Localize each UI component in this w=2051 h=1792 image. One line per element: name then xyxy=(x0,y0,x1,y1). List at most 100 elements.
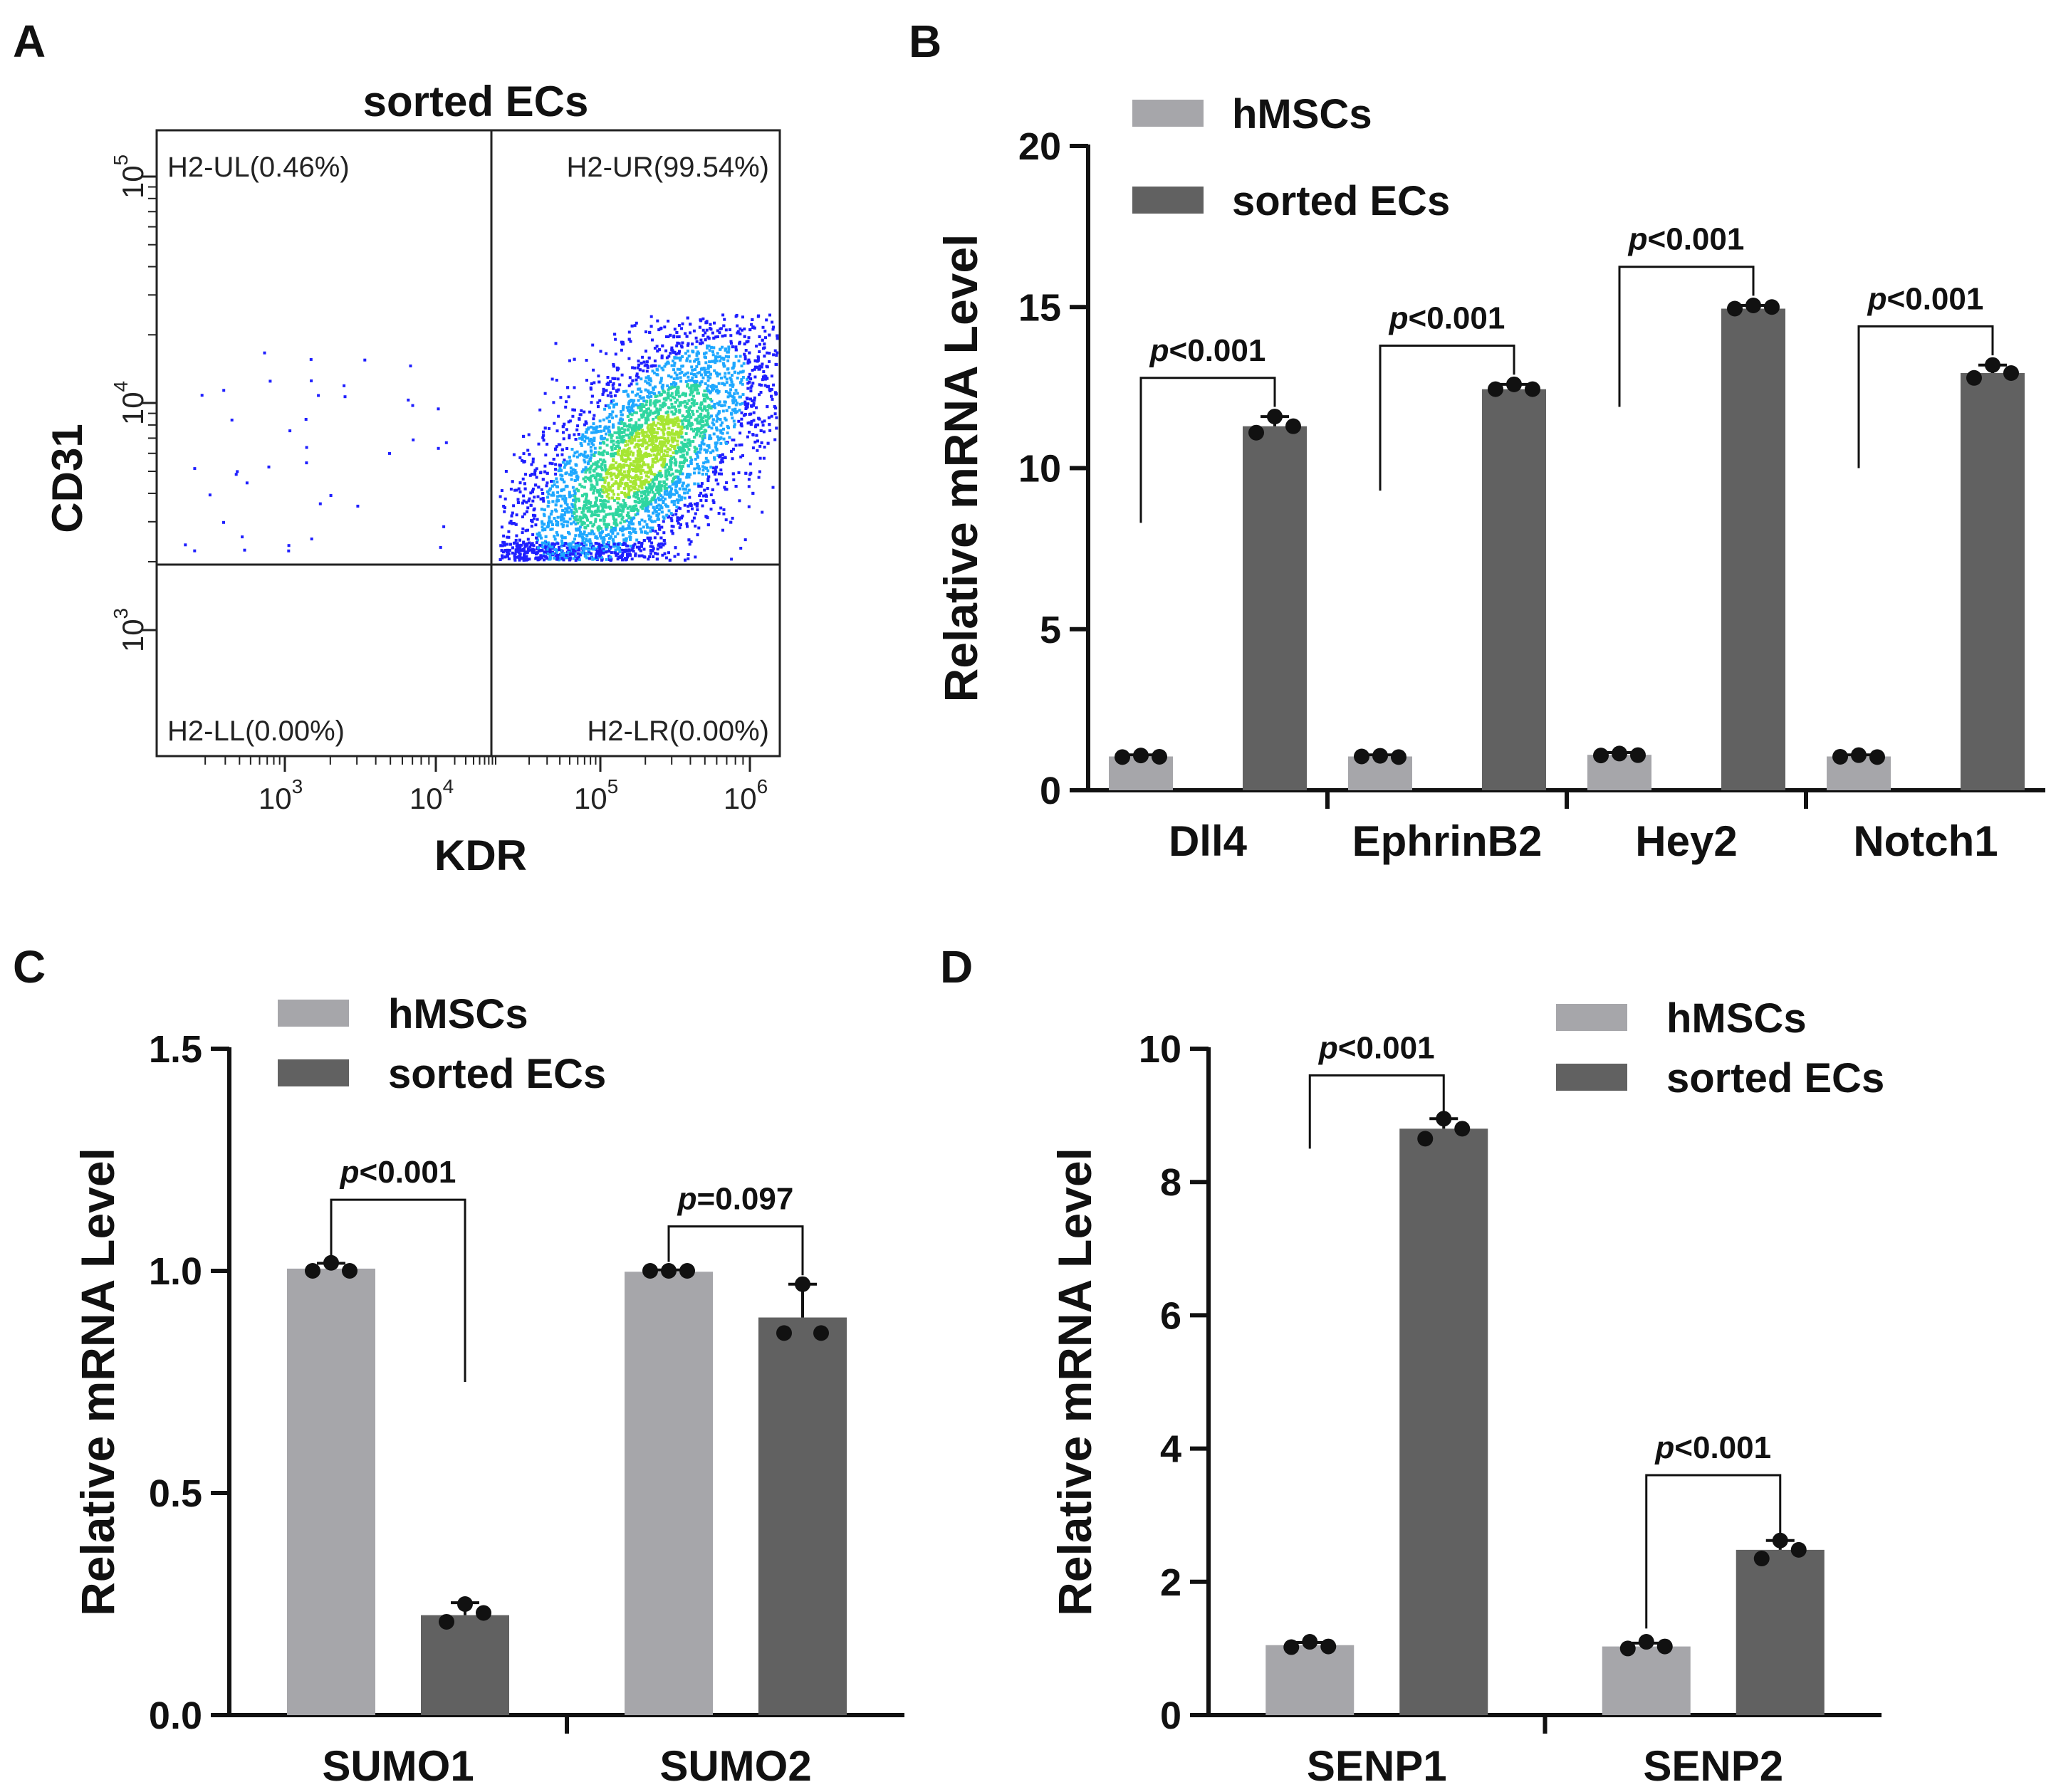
event-dot xyxy=(670,382,673,386)
event-dot xyxy=(582,510,585,513)
event-dot xyxy=(738,409,741,412)
event-dot xyxy=(672,456,676,459)
event-dot xyxy=(603,486,607,489)
event-dot xyxy=(672,418,675,421)
event-dot xyxy=(630,418,633,421)
event-dot xyxy=(588,557,591,560)
event-dot xyxy=(770,374,773,378)
event-dot xyxy=(679,466,683,470)
event-dot xyxy=(590,552,593,555)
event-dot xyxy=(598,547,602,550)
event-dot xyxy=(708,349,711,352)
event-dot xyxy=(593,431,596,434)
event-dot xyxy=(705,409,708,412)
event-dot xyxy=(600,556,603,560)
event-dot xyxy=(679,379,683,383)
event-dot xyxy=(522,558,526,562)
significance-label: p<0.001 xyxy=(1149,333,1266,368)
event-dot xyxy=(699,498,703,502)
event-dot xyxy=(678,411,682,414)
event-dot xyxy=(305,461,308,465)
event-dot xyxy=(662,397,666,401)
event-dot xyxy=(548,426,550,430)
event-dot xyxy=(651,549,654,552)
event-dot xyxy=(684,332,687,335)
event-dot xyxy=(627,428,630,431)
event-dot xyxy=(593,381,596,384)
event-dot xyxy=(628,410,632,414)
event-dot xyxy=(636,449,640,453)
event-dot xyxy=(621,418,624,421)
event-dot xyxy=(634,531,637,534)
event-dot xyxy=(689,540,693,543)
event-dot xyxy=(602,545,605,547)
event-dot xyxy=(747,485,751,488)
event-dot xyxy=(625,434,628,437)
event-dot xyxy=(583,455,587,459)
event-dot xyxy=(665,416,669,419)
event-dot xyxy=(644,431,648,434)
data-point xyxy=(1248,424,1264,441)
event-dot xyxy=(763,446,766,449)
event-dot xyxy=(612,399,615,402)
event-dot xyxy=(673,362,677,365)
event-dot xyxy=(619,481,622,484)
event-dot xyxy=(674,449,677,453)
event-dot xyxy=(317,394,320,397)
event-dot xyxy=(593,436,596,440)
event-dot xyxy=(747,358,751,362)
event-dot xyxy=(546,525,549,529)
event-dot xyxy=(706,487,709,490)
event-dot xyxy=(526,550,529,554)
event-dot xyxy=(640,431,644,434)
event-dot xyxy=(646,471,649,474)
event-dot xyxy=(649,500,652,503)
event-dot xyxy=(591,557,595,561)
event-dot xyxy=(607,425,611,429)
event-dot xyxy=(620,449,624,453)
event-dot xyxy=(730,380,734,384)
event-dot xyxy=(557,443,560,446)
event-dot xyxy=(601,454,605,456)
event-dot xyxy=(683,400,687,404)
event-dot xyxy=(667,374,671,377)
event-dot xyxy=(726,350,729,354)
event-dot xyxy=(625,539,628,543)
event-dot xyxy=(594,520,597,523)
event-dot xyxy=(593,533,596,535)
event-dot xyxy=(681,422,684,426)
event-dot xyxy=(649,427,652,431)
event-dot xyxy=(697,406,701,409)
event-dot xyxy=(689,372,693,375)
event-dot xyxy=(437,446,440,450)
event-dot xyxy=(739,370,743,374)
event-dot xyxy=(531,520,534,523)
event-dot xyxy=(597,405,600,409)
event-dot xyxy=(657,498,661,502)
event-dot xyxy=(668,448,672,451)
event-dot xyxy=(568,491,571,494)
event-dot xyxy=(758,367,761,371)
event-dot xyxy=(667,551,670,555)
event-dot xyxy=(708,436,711,439)
event-dot xyxy=(656,350,659,353)
event-dot xyxy=(617,463,621,467)
event-dot xyxy=(659,407,662,411)
event-dot xyxy=(671,472,674,476)
event-dot xyxy=(651,391,654,394)
event-dot xyxy=(561,461,565,464)
event-dot xyxy=(640,397,643,400)
event-dot xyxy=(663,437,667,441)
event-dot xyxy=(539,471,543,474)
event-dot xyxy=(611,416,615,419)
event-dot xyxy=(610,436,613,439)
event-dot xyxy=(731,345,734,349)
event-dot xyxy=(546,504,550,508)
event-dot xyxy=(661,387,664,390)
event-dot xyxy=(643,496,647,500)
event-dot xyxy=(554,472,558,476)
event-dot xyxy=(600,466,603,470)
event-dot xyxy=(775,416,778,419)
event-dot xyxy=(637,399,640,402)
event-dot xyxy=(689,393,692,397)
